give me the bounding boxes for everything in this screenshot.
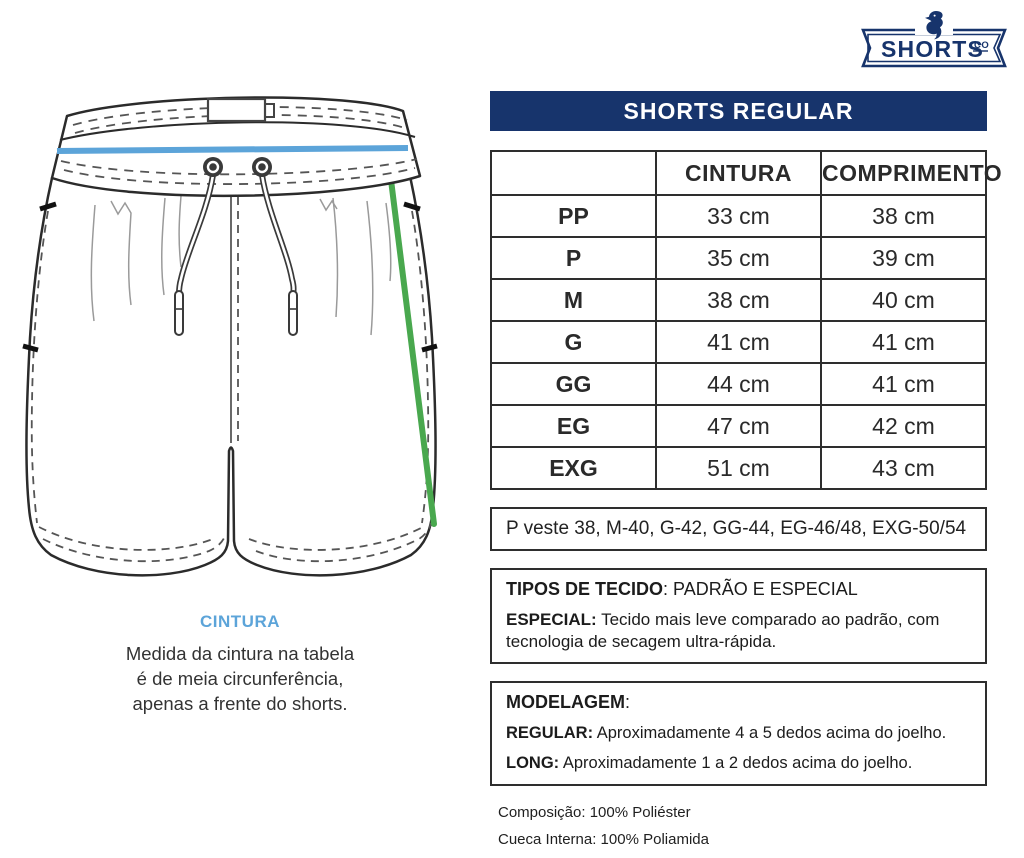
side-seams xyxy=(30,210,430,524)
size-guide-panel: SHORTS REGULAR CINTURA COMPRIMENTO PP 33… xyxy=(490,91,1002,853)
wrinkle-lines xyxy=(90,195,392,336)
table-row: EXG 51 cm 43 cm xyxy=(490,446,987,490)
size-label: EXG xyxy=(490,446,657,490)
waist-caption-line-2: é de meia circunferência, xyxy=(136,668,344,689)
waist-caption: CINTURA Medida da cintura na tabela é de… xyxy=(15,612,465,716)
size-label: P xyxy=(490,236,657,280)
waist-caption-text: Medida da cintura na tabela é de meia ci… xyxy=(15,641,465,716)
fabric-types-line: TIPOS DE TECIDO: PADRÃO E ESPECIAL xyxy=(506,579,971,600)
size-label: G xyxy=(490,320,657,364)
ribbon-banner xyxy=(861,28,1007,68)
table-row: G 41 cm 41 cm xyxy=(490,320,987,364)
brand-logo: SHORTS CO xyxy=(854,8,1014,70)
fabric-especial-label: ESPECIAL: xyxy=(506,610,597,629)
long-label: LONG: xyxy=(506,754,560,772)
fit-note-text: P veste 38, M-40, G-42, GG-44, EG-46/48,… xyxy=(506,518,967,539)
pocket-bartack-marks xyxy=(22,201,438,353)
modelagem-regular-line: REGULAR: Aproximadamente 4 a 5 dedos aci… xyxy=(506,724,971,743)
cintura-value: 44 cm xyxy=(655,362,822,406)
eyelet-right xyxy=(252,157,272,177)
composition-line-1: Composição: 100% Poliéster xyxy=(498,804,691,821)
waist-measure-line xyxy=(56,145,409,154)
comprimento-value: 41 cm xyxy=(820,320,987,364)
shorts-drawing-svg xyxy=(22,96,438,577)
waist-caption-line-1: Medida da cintura na tabela xyxy=(125,643,355,664)
fabric-types-label: TIPOS DE TECIDO xyxy=(506,579,664,599)
comprimento-value: 41 cm xyxy=(820,362,987,406)
fabric-box: TIPOS DE TECIDO: PADRÃO E ESPECIAL ESPEC… xyxy=(490,568,987,664)
shorts-technical-drawing xyxy=(15,83,465,598)
size-label: GG xyxy=(490,362,657,406)
composition-block: Composição: 100% Poliéster Cueca Interna… xyxy=(498,799,987,853)
long-text: Aproximadamente 1 a 2 dedos acima do joe… xyxy=(559,754,913,772)
size-chart-title-bar: SHORTS REGULAR xyxy=(490,91,987,131)
waist-caption-title: CINTURA xyxy=(200,612,280,631)
modelagem-label: MODELAGEM xyxy=(506,692,625,712)
size-label: M xyxy=(490,278,657,322)
waistband-label-patch xyxy=(206,97,275,123)
composition-line-2: Cueca Interna: 100% Poliamida xyxy=(498,831,709,848)
table-row: PP 33 cm 38 cm xyxy=(490,194,987,238)
fabric-especial-line: ESPECIAL: Tecido mais leve comparado ao … xyxy=(506,609,971,653)
size-chart-corner-cell xyxy=(490,150,657,196)
cintura-value: 33 cm xyxy=(655,194,822,238)
size-chart-title: SHORTS REGULAR xyxy=(623,97,854,124)
cintura-value: 41 cm xyxy=(655,320,822,364)
brand-wordmark: SHORTS xyxy=(881,36,984,62)
regular-text: Aproximadamente 4 a 5 dedos acima do joe… xyxy=(593,724,947,742)
table-row: GG 44 cm 41 cm xyxy=(490,362,987,406)
comprimento-value: 38 cm xyxy=(820,194,987,238)
modelagem-title-line: MODELAGEM: xyxy=(506,692,971,713)
seahorse-icon xyxy=(925,10,943,40)
fit-note-box: P veste 38, M-40, G-42, GG-44, EG-46/48,… xyxy=(490,507,987,551)
drawstring-aglets xyxy=(174,290,298,336)
column-header-comprimento: COMPRIMENTO xyxy=(820,150,1002,196)
size-label: EG xyxy=(490,404,657,448)
drawstrings xyxy=(176,172,297,297)
size-chart-table: CINTURA COMPRIMENTO PP 33 cm 38 cm P 35 … xyxy=(490,150,1002,490)
comprimento-value: 39 cm xyxy=(820,236,987,280)
comprimento-value: 43 cm xyxy=(820,446,987,490)
modelagem-box: MODELAGEM: REGULAR: Aproximadamente 4 a … xyxy=(490,681,987,786)
table-row: M 38 cm 40 cm xyxy=(490,278,987,322)
modelagem-long-line: LONG: Aproximadamente 1 a 2 dedos acima … xyxy=(506,754,971,773)
brand-logo-svg: SHORTS CO xyxy=(861,10,1007,68)
waistband-fold-line xyxy=(59,121,416,141)
size-label: PP xyxy=(490,194,657,238)
cintura-value: 47 cm xyxy=(655,404,822,448)
regular-label: REGULAR: xyxy=(506,724,594,742)
waist-caption-line-3: apenas a frente do shorts. xyxy=(132,693,348,714)
fabric-especial-text: Tecido mais leve comparado ao padrão, co… xyxy=(506,610,940,651)
modelagem-colon: : xyxy=(625,692,631,712)
hem-stitching xyxy=(38,522,432,563)
size-chart-header-row: CINTURA COMPRIMENTO xyxy=(490,150,1002,196)
column-header-cintura: CINTURA xyxy=(655,150,822,196)
table-row: EG 47 cm 42 cm xyxy=(490,404,987,448)
table-row: P 35 cm 39 cm xyxy=(490,236,987,280)
comprimento-value: 40 cm xyxy=(820,278,987,322)
comprimento-value: 42 cm xyxy=(820,404,987,448)
cintura-value: 35 cm xyxy=(655,236,822,280)
eyelet-left xyxy=(203,157,223,177)
fabric-types-value: : PADRÃO E ESPECIAL xyxy=(663,579,858,599)
cintura-value: 38 cm xyxy=(655,278,822,322)
brand-suffix: CO xyxy=(974,40,989,51)
length-measure-line xyxy=(388,177,437,527)
cintura-value: 51 cm xyxy=(655,446,822,490)
